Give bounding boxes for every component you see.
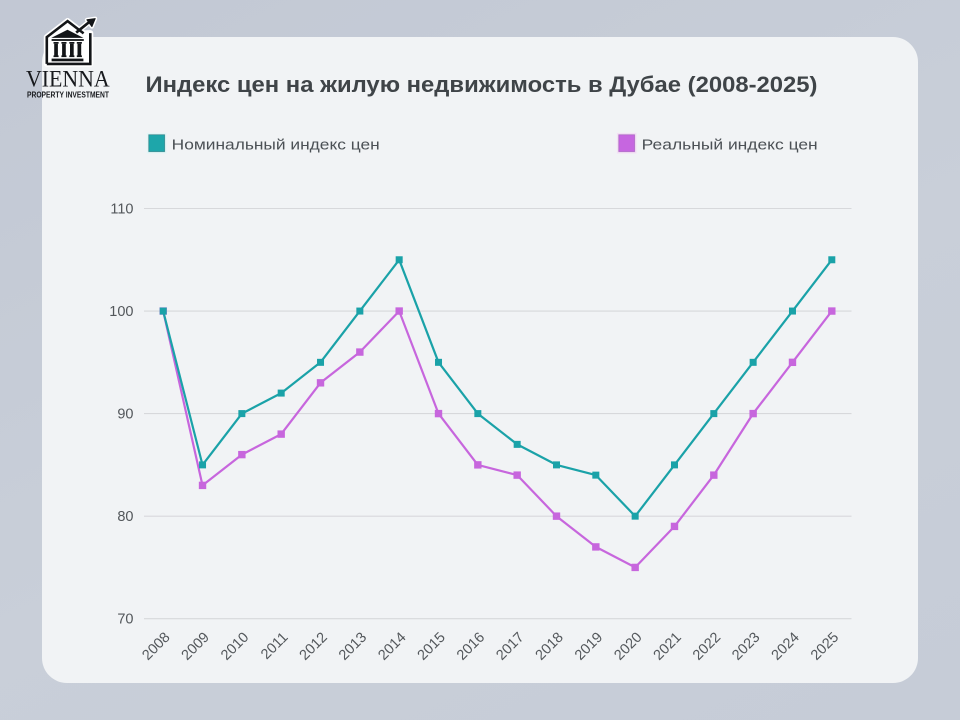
svg-text:2018: 2018: [533, 630, 567, 664]
svg-text:2014: 2014: [375, 630, 409, 664]
svg-text:2020: 2020: [611, 630, 645, 664]
svg-text:2022: 2022: [690, 630, 724, 664]
svg-text:70: 70: [117, 612, 133, 628]
svg-text:PROPERTY INVESTMENT: PROPERTY INVESTMENT: [27, 91, 109, 100]
svg-text:2012: 2012: [297, 630, 331, 664]
svg-text:2013: 2013: [336, 630, 370, 664]
svg-text:2021: 2021: [651, 630, 685, 664]
svg-text:2010: 2010: [218, 630, 252, 664]
svg-text:2015: 2015: [415, 630, 449, 664]
svg-text:2017: 2017: [493, 630, 527, 664]
svg-text:2016: 2016: [454, 630, 488, 664]
svg-text:Номинальный индекс цен: Номинальный индекс цен: [172, 136, 380, 153]
svg-text:Индекс цен на жилую недвижимос: Индекс цен на жилую недвижимость в Дубае…: [146, 72, 818, 97]
svg-text:100: 100: [109, 304, 133, 320]
svg-text:2023: 2023: [729, 630, 763, 664]
svg-text:110: 110: [110, 202, 133, 218]
svg-text:2011: 2011: [258, 630, 291, 663]
svg-text:2008: 2008: [139, 630, 173, 664]
svg-text:90: 90: [117, 407, 133, 423]
svg-text:80: 80: [117, 509, 133, 525]
svg-text:VIENNA: VIENNA: [26, 66, 110, 91]
svg-text:2019: 2019: [572, 630, 606, 664]
svg-text:2025: 2025: [808, 630, 842, 664]
svg-text:2024: 2024: [769, 630, 803, 664]
svg-text:Реальный индекс цен: Реальный индекс цен: [642, 136, 818, 153]
svg-text:2009: 2009: [179, 630, 213, 664]
